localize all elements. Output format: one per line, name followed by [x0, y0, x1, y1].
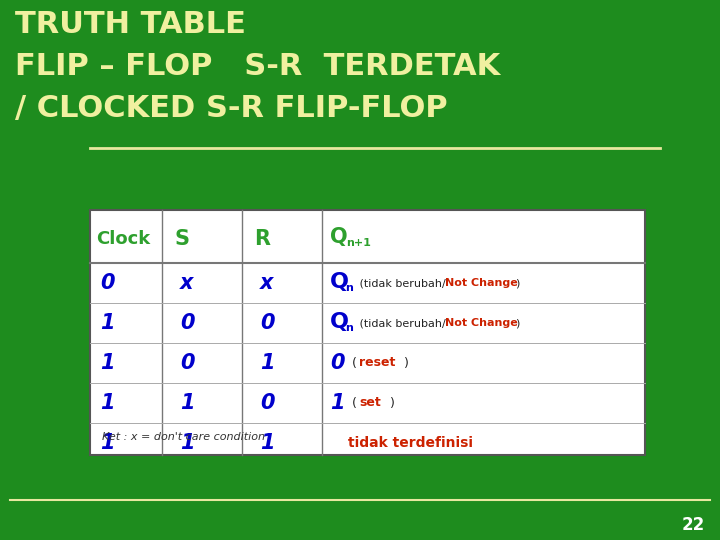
Text: 1: 1: [180, 393, 194, 413]
Text: 1: 1: [260, 353, 274, 373]
Text: 0: 0: [330, 353, 344, 373]
Text: ): ): [515, 318, 519, 328]
Text: 0: 0: [260, 313, 274, 333]
Text: (: (: [352, 396, 357, 409]
Text: S: S: [174, 229, 189, 249]
Text: x: x: [260, 273, 274, 293]
Text: ): ): [404, 356, 409, 369]
Text: 1: 1: [180, 433, 194, 453]
Text: x: x: [180, 273, 194, 293]
Text: ): ): [390, 396, 395, 409]
FancyBboxPatch shape: [90, 210, 645, 455]
Text: tidak terdefinisi: tidak terdefinisi: [348, 436, 473, 450]
Text: (: (: [352, 356, 357, 369]
Text: 0: 0: [260, 393, 274, 413]
Text: n+1: n+1: [346, 238, 371, 248]
Text: n: n: [345, 283, 353, 293]
Text: Ket : x = don't care condition: Ket : x = don't care condition: [102, 432, 265, 442]
Text: TRUTH TABLE: TRUTH TABLE: [15, 10, 246, 39]
Text: Q: Q: [330, 312, 349, 332]
Text: Clock: Clock: [96, 230, 150, 248]
Text: R: R: [254, 229, 270, 249]
Text: 1: 1: [330, 393, 344, 413]
Text: FLIP – FLOP   S-R  TERDETAK: FLIP – FLOP S-R TERDETAK: [15, 52, 500, 81]
Text: 22: 22: [682, 516, 705, 534]
Text: Q: Q: [330, 272, 349, 292]
Text: Not Change: Not Change: [445, 318, 518, 328]
Text: 1: 1: [100, 393, 114, 413]
Text: (tidak berubah/: (tidak berubah/: [356, 278, 446, 288]
Text: 1: 1: [100, 313, 114, 333]
Text: 0: 0: [100, 273, 114, 293]
Text: 0: 0: [180, 313, 194, 333]
Text: reset: reset: [359, 356, 395, 369]
Text: 1: 1: [100, 433, 114, 453]
Text: ): ): [515, 278, 519, 288]
Text: set: set: [359, 396, 381, 409]
Text: Not Change: Not Change: [445, 278, 518, 288]
Text: (tidak berubah/: (tidak berubah/: [356, 318, 446, 328]
Text: n: n: [345, 323, 353, 333]
Text: 0: 0: [180, 353, 194, 373]
Text: 1: 1: [260, 433, 274, 453]
Text: 1: 1: [100, 353, 114, 373]
Text: / CLOCKED S-R FLIP-FLOP: / CLOCKED S-R FLIP-FLOP: [15, 94, 448, 123]
Text: Q: Q: [330, 227, 348, 247]
